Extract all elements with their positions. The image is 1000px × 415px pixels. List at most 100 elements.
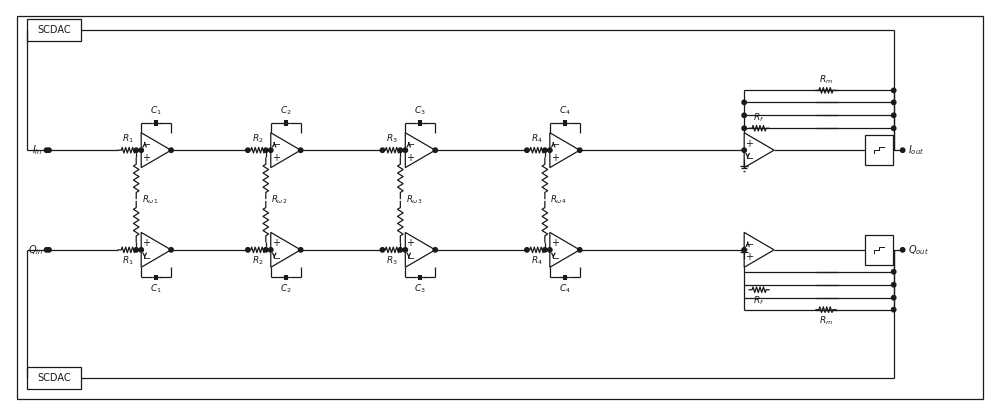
Text: $R_1$: $R_1$ bbox=[122, 133, 134, 145]
Circle shape bbox=[742, 126, 746, 130]
Circle shape bbox=[525, 248, 529, 252]
Circle shape bbox=[169, 148, 173, 152]
Circle shape bbox=[403, 248, 408, 252]
Circle shape bbox=[269, 148, 273, 152]
Circle shape bbox=[578, 248, 582, 252]
Text: $-$: $-$ bbox=[745, 152, 754, 162]
Text: $-$: $-$ bbox=[551, 138, 560, 148]
Text: $+$: $+$ bbox=[551, 151, 560, 163]
Circle shape bbox=[403, 148, 408, 152]
Circle shape bbox=[548, 248, 552, 252]
Text: $Q_{in}$: $Q_{in}$ bbox=[28, 243, 43, 257]
Text: $C_2$: $C_2$ bbox=[280, 283, 292, 295]
Circle shape bbox=[578, 148, 582, 152]
Text: $+$: $+$ bbox=[406, 151, 415, 163]
Text: $-$: $-$ bbox=[272, 252, 281, 262]
Circle shape bbox=[134, 148, 138, 152]
Circle shape bbox=[891, 270, 896, 274]
Text: $C_3$: $C_3$ bbox=[414, 283, 426, 295]
Text: $I_{out}$: $I_{out}$ bbox=[908, 143, 924, 157]
Bar bbox=[865, 135, 893, 165]
Circle shape bbox=[398, 248, 403, 252]
Circle shape bbox=[543, 248, 547, 252]
Text: $+$: $+$ bbox=[142, 237, 151, 249]
Text: $+$: $+$ bbox=[142, 151, 151, 163]
Circle shape bbox=[139, 248, 143, 252]
Circle shape bbox=[246, 148, 250, 152]
Circle shape bbox=[264, 248, 268, 252]
Text: $-$: $-$ bbox=[406, 252, 415, 262]
Circle shape bbox=[47, 148, 51, 152]
Circle shape bbox=[47, 248, 51, 252]
Circle shape bbox=[264, 148, 268, 152]
Circle shape bbox=[742, 100, 746, 105]
Text: SCDAC: SCDAC bbox=[37, 24, 71, 34]
Circle shape bbox=[742, 148, 746, 152]
Text: $+$: $+$ bbox=[406, 237, 415, 249]
Circle shape bbox=[298, 148, 303, 152]
Text: $R_f$: $R_f$ bbox=[753, 295, 765, 307]
Circle shape bbox=[169, 248, 173, 252]
Text: $-$: $-$ bbox=[551, 252, 560, 262]
Text: $R_1$: $R_1$ bbox=[122, 255, 134, 267]
Circle shape bbox=[134, 248, 138, 252]
Bar bbox=[865, 235, 893, 265]
Text: $-$: $-$ bbox=[272, 138, 281, 148]
Text: $C_1$: $C_1$ bbox=[150, 283, 162, 295]
Circle shape bbox=[900, 248, 905, 252]
Text: $R_3$: $R_3$ bbox=[386, 133, 398, 145]
Text: $R_m$: $R_m$ bbox=[819, 73, 833, 86]
Text: $+$: $+$ bbox=[551, 237, 560, 249]
Circle shape bbox=[742, 113, 746, 117]
Text: $C_4$: $C_4$ bbox=[559, 283, 571, 295]
Circle shape bbox=[543, 148, 547, 152]
Text: $C_2$: $C_2$ bbox=[280, 105, 292, 117]
Circle shape bbox=[742, 248, 746, 252]
Text: $+$: $+$ bbox=[272, 237, 281, 249]
Circle shape bbox=[900, 148, 905, 152]
Text: $-$: $-$ bbox=[142, 252, 151, 262]
Circle shape bbox=[246, 248, 250, 252]
Circle shape bbox=[891, 88, 896, 93]
Text: $R_4$: $R_4$ bbox=[531, 255, 543, 267]
Text: $+$: $+$ bbox=[745, 251, 754, 262]
Circle shape bbox=[380, 148, 385, 152]
Circle shape bbox=[298, 248, 303, 252]
Text: $R_4$: $R_4$ bbox=[531, 133, 543, 145]
Text: $C_4$: $C_4$ bbox=[559, 105, 571, 117]
Circle shape bbox=[891, 126, 896, 130]
Bar bbox=[27, 367, 81, 389]
Text: $R_{\omega2}$: $R_{\omega2}$ bbox=[271, 194, 288, 206]
Text: $-$: $-$ bbox=[745, 238, 754, 248]
Circle shape bbox=[525, 148, 529, 152]
Text: $R_2$: $R_2$ bbox=[252, 133, 264, 145]
Circle shape bbox=[891, 113, 896, 117]
Text: $C_3$: $C_3$ bbox=[414, 105, 426, 117]
Text: $R_{\omega4}$: $R_{\omega4}$ bbox=[550, 194, 567, 206]
Circle shape bbox=[433, 248, 437, 252]
Text: $+$: $+$ bbox=[745, 138, 754, 149]
Circle shape bbox=[891, 283, 896, 287]
Bar bbox=[27, 19, 81, 41]
Circle shape bbox=[44, 148, 49, 152]
Text: $Q_{out}$: $Q_{out}$ bbox=[908, 243, 929, 257]
Text: $R_{\omega3}$: $R_{\omega3}$ bbox=[406, 194, 422, 206]
Text: $R_3$: $R_3$ bbox=[386, 255, 398, 267]
Text: $+$: $+$ bbox=[272, 151, 281, 163]
Circle shape bbox=[548, 148, 552, 152]
Circle shape bbox=[433, 148, 437, 152]
Text: $R_m$: $R_m$ bbox=[819, 314, 833, 327]
Text: $R_2$: $R_2$ bbox=[252, 255, 264, 267]
Text: SCDAC: SCDAC bbox=[37, 374, 71, 383]
Circle shape bbox=[44, 248, 49, 252]
Circle shape bbox=[891, 100, 896, 105]
Text: $-$: $-$ bbox=[142, 138, 151, 148]
Text: $I_{in}$: $I_{in}$ bbox=[32, 143, 43, 157]
Text: $R_{\omega1}$: $R_{\omega1}$ bbox=[142, 194, 158, 206]
Circle shape bbox=[269, 248, 273, 252]
Text: $C_1$: $C_1$ bbox=[150, 105, 162, 117]
Circle shape bbox=[398, 148, 403, 152]
Circle shape bbox=[891, 295, 896, 300]
Circle shape bbox=[139, 148, 143, 152]
Text: $-$: $-$ bbox=[406, 138, 415, 148]
